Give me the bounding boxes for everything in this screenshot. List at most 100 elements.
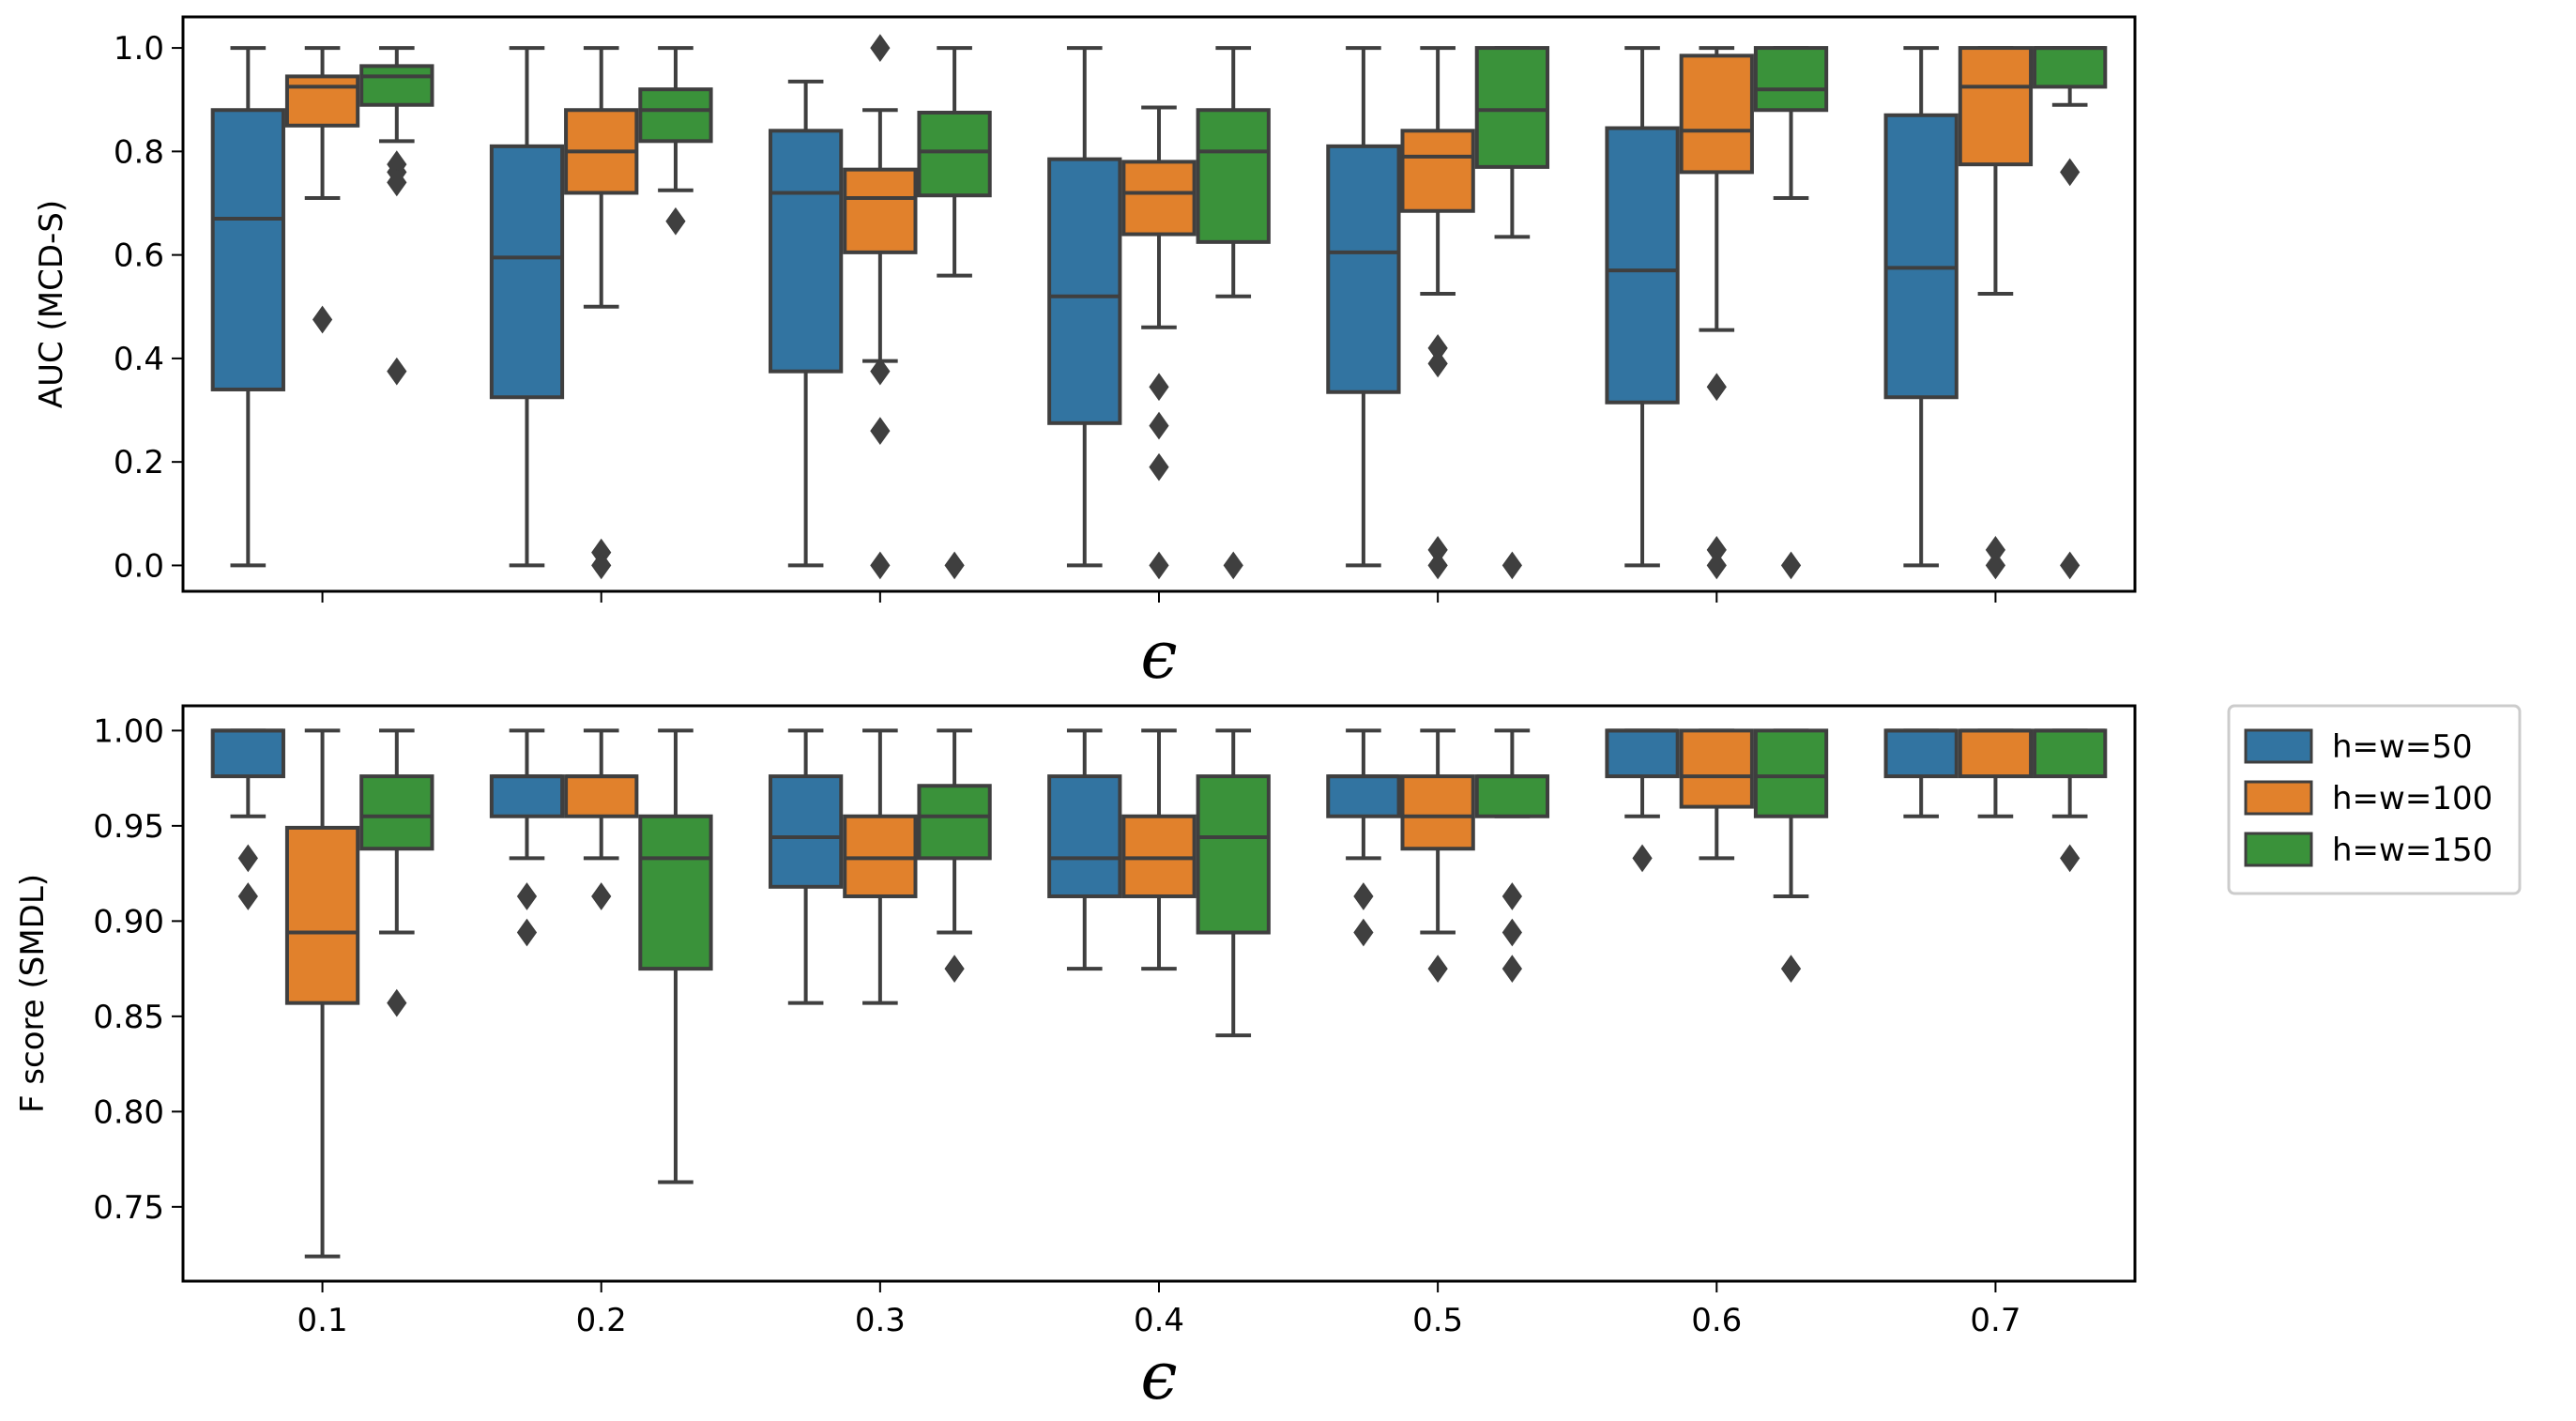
box-body bbox=[638, 814, 713, 971]
outlier-point bbox=[870, 34, 891, 62]
outlier-point bbox=[2060, 551, 2081, 580]
box-h=w=150-eps-0.2 bbox=[638, 728, 713, 1184]
outlier-point bbox=[944, 955, 965, 983]
y-tick-label: 0.85 bbox=[93, 999, 164, 1036]
y-tick-label: 0.6 bbox=[114, 237, 164, 275]
outlier-point bbox=[1223, 551, 1243, 580]
outlier-point bbox=[1706, 551, 1727, 580]
y-tick-label: 0.95 bbox=[93, 808, 164, 846]
box-h=w=50-eps-0.1 bbox=[210, 728, 285, 910]
box-h=w=100-eps-0.3 bbox=[843, 728, 918, 1005]
x-tick-label: 0.4 bbox=[1134, 1302, 1184, 1339]
outlier-point bbox=[1780, 955, 1802, 983]
box-h=w=150-eps-0.3 bbox=[917, 46, 992, 580]
legend-label: h=w=50 bbox=[2332, 728, 2473, 766]
box-h=w=150-eps-0.2 bbox=[638, 46, 713, 236]
box-body bbox=[2033, 46, 2108, 89]
box-body bbox=[1326, 144, 1401, 394]
box-body bbox=[1047, 157, 1122, 425]
box-body bbox=[768, 774, 844, 889]
outlier-point bbox=[237, 844, 258, 873]
box-body bbox=[843, 814, 918, 898]
box-h=w=50-eps-0.2 bbox=[489, 728, 565, 947]
outlier-point bbox=[944, 551, 965, 580]
outlier-point bbox=[312, 305, 333, 334]
box-body bbox=[638, 87, 713, 144]
box-h=w=150-eps-0.3 bbox=[917, 728, 992, 983]
legend: h=w=50 h=w=100 h=w=150 bbox=[2227, 704, 2522, 895]
box-h=w=150-eps-0.1 bbox=[359, 728, 434, 1017]
box-h=w=100-eps-0.5 bbox=[1400, 728, 1475, 983]
outlier-point bbox=[387, 357, 407, 386]
box-body bbox=[2033, 728, 2108, 779]
box-h=w=150-eps-0.6 bbox=[1753, 46, 1829, 580]
outlier-point bbox=[591, 551, 612, 580]
outlier-point bbox=[387, 988, 407, 1017]
outlier-point bbox=[1149, 452, 1169, 481]
box-body bbox=[917, 784, 992, 861]
y-tick-label: 0.4 bbox=[114, 341, 164, 378]
box-body bbox=[1958, 46, 2034, 167]
outlier-point bbox=[870, 357, 891, 386]
y-tick-label: 0.8 bbox=[114, 133, 164, 171]
box-body bbox=[1753, 728, 1829, 818]
x-axis-title: ϵ bbox=[1140, 617, 1177, 694]
outlier-point bbox=[1353, 882, 1374, 910]
outlier-point bbox=[1149, 373, 1169, 402]
y-tick-label: 0.75 bbox=[93, 1189, 164, 1227]
box-h=w=100-eps-0.1 bbox=[284, 728, 360, 1259]
box-h=w=100-eps-0.6 bbox=[1679, 46, 1754, 580]
box-h=w=100-eps-0.3 bbox=[843, 34, 918, 580]
box-h=w=50-eps-0.6 bbox=[1605, 46, 1680, 568]
box-h=w=50-eps-0.6 bbox=[1605, 728, 1680, 873]
box-h=w=150-eps-0.6 bbox=[1753, 728, 1829, 983]
box-h=w=150-eps-0.4 bbox=[1196, 728, 1271, 1038]
box-body bbox=[1679, 53, 1754, 175]
box-body bbox=[1400, 774, 1475, 851]
box-h=w=150-eps-0.5 bbox=[1474, 46, 1550, 580]
outlier-point bbox=[2060, 158, 2081, 187]
y-axis-title: AUC (MCD-S) bbox=[33, 200, 70, 408]
y-tick-label: 0.80 bbox=[93, 1093, 164, 1131]
x-tick-label: 0.3 bbox=[855, 1302, 906, 1339]
box-h=w=50-eps-0.5 bbox=[1326, 728, 1401, 947]
box-h=w=50-eps-0.1 bbox=[210, 46, 285, 568]
bottom-panel-f-score: 0.75 0.80 0.85 0.90 0.95 1.00 F score (SMDL) 0.… bbox=[14, 704, 2137, 1414]
box-h=w=100-eps-0.4 bbox=[1121, 105, 1197, 580]
box-body bbox=[1047, 774, 1122, 898]
box-h=w=50-eps-0.4 bbox=[1047, 728, 1122, 971]
top-panel-auc: 0.0 0.2 0.4 0.6 0.8 1.0 AUC (MCD-S) ϵ bbox=[33, 15, 2137, 694]
box-h=w=100-eps-0.4 bbox=[1121, 728, 1197, 971]
outlier-point bbox=[1427, 955, 1448, 983]
y-tick-label: 1.00 bbox=[93, 712, 164, 750]
box-h=w=150-eps-0.7 bbox=[2033, 728, 2108, 873]
legend-swatch-h=w=50 bbox=[2244, 728, 2313, 764]
outlier-point bbox=[1149, 411, 1169, 440]
y-axis-title: F score (SMDL) bbox=[14, 874, 52, 1113]
outlier-point bbox=[1706, 373, 1727, 402]
outlier-point bbox=[870, 551, 891, 580]
box-body bbox=[1474, 46, 1550, 169]
outlier-point bbox=[1780, 551, 1802, 580]
box-body bbox=[1400, 129, 1475, 213]
box-h=w=100-eps-0.1 bbox=[284, 46, 360, 334]
box-h=w=50-eps-0.5 bbox=[1326, 46, 1401, 568]
box-body bbox=[359, 774, 434, 851]
outlier-point bbox=[1501, 551, 1522, 580]
x-tick-label: 0.6 bbox=[1691, 1302, 1742, 1339]
box-h=w=150-eps-0.5 bbox=[1474, 728, 1550, 983]
box-h=w=50-eps-0.7 bbox=[1883, 728, 1959, 818]
box-body bbox=[1679, 728, 1754, 809]
box-body bbox=[1121, 160, 1197, 237]
x-tick-label: 0.2 bbox=[576, 1302, 627, 1339]
y-tick-label: 0.2 bbox=[114, 444, 164, 481]
outlier-point bbox=[2060, 844, 2081, 873]
box-body bbox=[1121, 814, 1197, 898]
box-h=w=150-eps-0.7 bbox=[2033, 46, 2108, 580]
box-body bbox=[768, 129, 844, 374]
outlier-point bbox=[1353, 918, 1374, 947]
box-h=w=100-eps-0.6 bbox=[1679, 728, 1754, 861]
box-body bbox=[210, 728, 285, 779]
box-body bbox=[1474, 774, 1550, 818]
